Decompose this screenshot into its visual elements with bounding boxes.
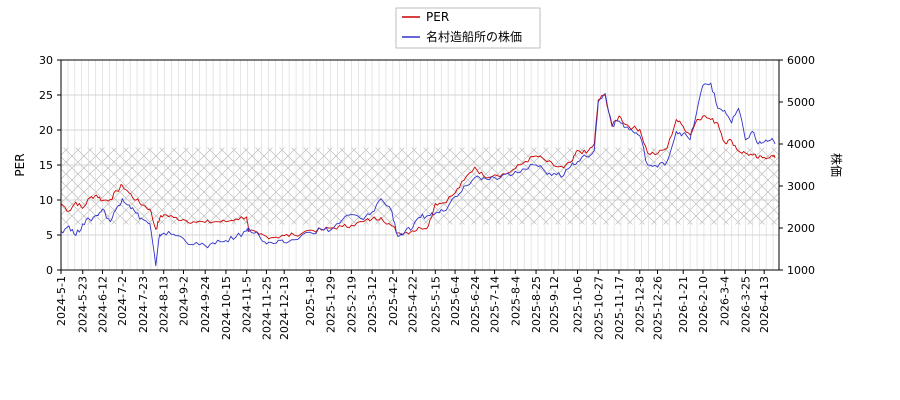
x-tick-label: 2024-6-12 xyxy=(96,276,109,333)
x-tick-label: 2025-5-15 xyxy=(429,276,442,333)
x-tick-label: 2026-3-4 xyxy=(719,276,732,326)
legend: PER 名村造船所の株価 xyxy=(395,7,541,49)
x-tick-label: 2025-6-24 xyxy=(469,276,482,333)
left-tick-label: 10 xyxy=(39,194,53,207)
x-tick-label: 2025-10-6 xyxy=(572,276,585,333)
x-tick-label: 2025-7-14 xyxy=(489,276,502,333)
x-tick-label: 2024-8-13 xyxy=(158,276,171,333)
right-tick-label: 4000 xyxy=(787,138,815,151)
right-tick-label: 5000 xyxy=(787,96,815,109)
x-tick-label: 2025-4-2 xyxy=(387,276,400,326)
x-tick-label: 2024-9-2 xyxy=(177,276,190,326)
series-layer xyxy=(60,82,776,267)
x-tick-label: 2024-11-5 xyxy=(241,276,254,333)
x-tick-label: 2025-1-29 xyxy=(325,276,338,333)
x-tick-label: 2024-7-23 xyxy=(137,276,150,333)
right-axis-title: 株価 xyxy=(829,153,844,177)
right-tick-label: 6000 xyxy=(787,54,815,67)
left-tick-label: 25 xyxy=(39,89,53,102)
left-tick-label: 15 xyxy=(39,159,53,172)
legend-label-price: 名村造船所の株価 xyxy=(426,29,522,44)
left-axis-ticks: 0 5 10 15 20 25 30 xyxy=(39,54,61,277)
legend-box xyxy=(395,7,541,49)
x-tick-label: 2024-5-23 xyxy=(77,276,90,333)
left-tick-label: 30 xyxy=(39,54,53,67)
right-axis-ticks: 1000 2000 3000 4000 5000 6000 xyxy=(779,54,815,277)
legend-label-per: PER xyxy=(426,10,449,24)
series-line-per xyxy=(60,94,776,240)
series-line-price xyxy=(60,82,776,267)
x-tick-label: 2025-4-22 xyxy=(407,276,420,333)
x-tick-label: 2024-7-2 xyxy=(116,276,129,326)
x-tick-label: 2025-10-27 xyxy=(592,276,605,340)
right-tick-label: 2000 xyxy=(787,222,815,235)
x-tick-label: 2024-10-15 xyxy=(220,276,233,340)
right-tick-label: 3000 xyxy=(787,180,815,193)
x-tick-label: 2025-3-12 xyxy=(366,276,379,333)
x-tick-label: 2025-8-4 xyxy=(509,276,522,326)
x-tick-label: 2025-2-19 xyxy=(345,276,358,333)
x-tick-label: 2024-9-24 xyxy=(199,276,212,333)
x-tick-label: 2025-8-25 xyxy=(530,276,543,333)
x-tick-label: 2026-2-10 xyxy=(697,276,710,333)
x-tick-label: 2024-11-25 xyxy=(260,276,273,340)
left-axis-title: PER xyxy=(13,153,27,176)
left-tick-label: 20 xyxy=(39,124,53,137)
left-tick-label: 0 xyxy=(46,264,53,277)
per-range-band xyxy=(61,147,779,225)
x-tick-label: 2024-5-1 xyxy=(55,276,68,326)
right-tick-label: 1000 xyxy=(787,264,815,277)
x-tick-label: 2025-6-4 xyxy=(449,276,462,326)
x-tick-label: 2026-4-13 xyxy=(758,276,771,333)
x-tick-label: 2025-12-26 xyxy=(652,276,665,340)
x-tick-label: 2025-11-17 xyxy=(613,276,626,340)
x-tick-label: 2024-12-13 xyxy=(278,276,291,340)
left-tick-label: 5 xyxy=(46,229,53,242)
x-tick-label: 2025-9-12 xyxy=(548,276,561,333)
x-tick-label: 2026-3-25 xyxy=(739,276,752,333)
x-tick-label: 2025-1-8 xyxy=(304,276,317,326)
x-tick-label: 2025-12-8 xyxy=(634,276,647,333)
x-tick-label: 2026-1-21 xyxy=(677,276,690,333)
x-axis-ticks: 2024-5-1 2024-5-23 2024-6-12 2024-7-2 2024-7… xyxy=(55,270,771,340)
